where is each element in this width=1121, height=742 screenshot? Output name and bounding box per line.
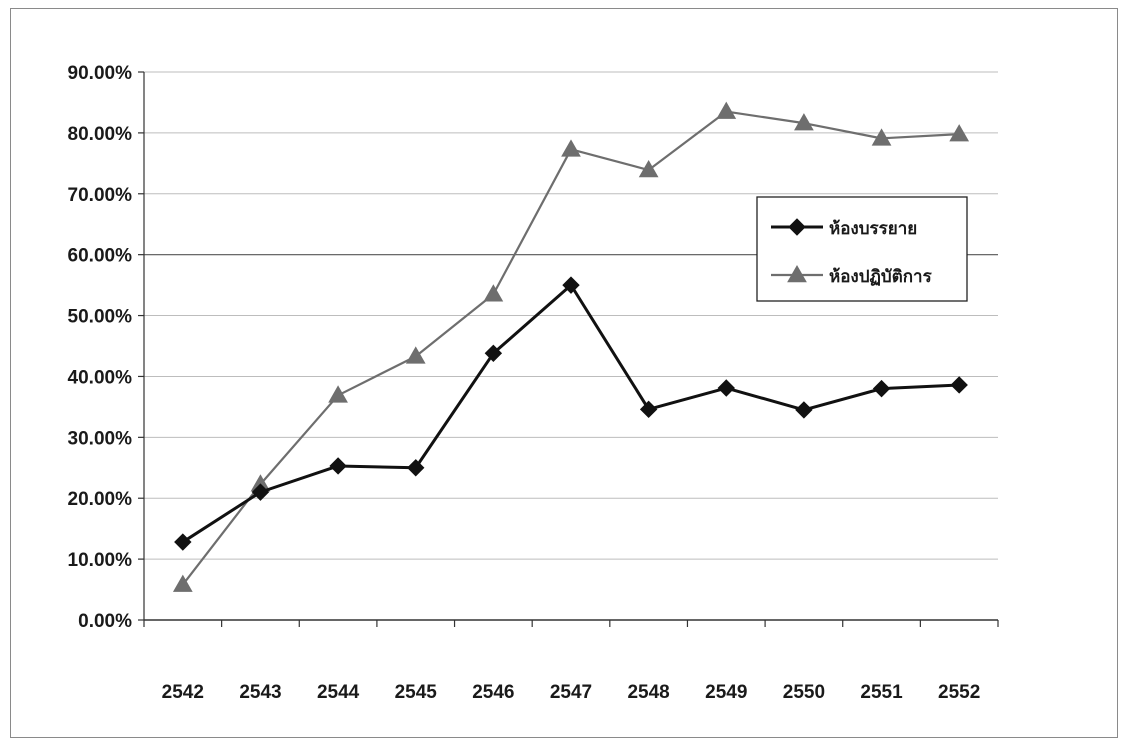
triangle-marker (794, 113, 814, 131)
series-line (182, 283, 960, 544)
diamond-marker (717, 379, 735, 397)
line-chart: 0.00% 10.00% 20.00% 30.00% 40.00% 50.00% 60.00… (68, 63, 999, 703)
legend-item: ห้องบรรยาย (771, 218, 917, 239)
y-tick-label: 50.00% (68, 307, 133, 328)
gridlines (144, 71, 998, 560)
y-tick-label: 70.00% (68, 185, 133, 206)
x-tick-label: 2547 (550, 682, 592, 703)
triangle-marker (172, 574, 193, 592)
diamond-marker (251, 483, 270, 501)
diamond-marker (484, 344, 503, 363)
legend-item: ห้องปฏิบัติการ (771, 264, 933, 287)
triangle-marker (561, 139, 581, 157)
series-lab-rooms (172, 101, 970, 592)
diamond-marker (639, 400, 658, 419)
triangle-marker (638, 160, 659, 178)
diamond-marker (872, 379, 891, 398)
y-tick-label: 10.00% (68, 550, 133, 571)
diamond-marker (329, 457, 347, 475)
y-axis-tick-labels: 0.00% 10.00% 20.00% 30.00% 40.00% 50.00% 60.00… (68, 63, 133, 632)
triangle-marker (787, 264, 807, 283)
triangle-marker (716, 101, 737, 119)
y-tick-label: 60.00% (68, 246, 133, 267)
x-tick-label: 2545 (395, 682, 438, 703)
x-tick-label: 2544 (317, 682, 360, 703)
x-tick-label: 2551 (860, 682, 903, 703)
triangle-marker (949, 124, 970, 142)
y-tick-label: 30.00% (68, 428, 133, 449)
y-tick-label: 40.00% (68, 367, 133, 388)
x-tick-label: 2552 (938, 682, 980, 703)
diamond-marker (174, 533, 192, 551)
x-tick-label: 2543 (239, 682, 281, 703)
axes (138, 71, 999, 627)
x-tick-label: 2542 (162, 682, 204, 703)
diamond-marker (788, 218, 806, 236)
legend-box (756, 196, 968, 302)
y-tick-label: 0.00% (78, 611, 132, 632)
x-tick-label: 2548 (627, 682, 669, 703)
diamond-marker (950, 376, 968, 394)
legend-label: ห้องบรรยาย (829, 219, 917, 239)
diamond-marker (562, 276, 580, 294)
x-tick-label: 2549 (705, 682, 747, 703)
triangle-marker (871, 128, 892, 146)
y-tick-label: 90.00% (68, 63, 133, 84)
series-lecture-rooms (174, 276, 968, 551)
diamond-marker (407, 459, 425, 477)
triangle-marker (405, 346, 426, 364)
legend-label: ห้องปฏิบัติการ (829, 267, 933, 287)
x-tick-label: 2550 (783, 682, 825, 703)
series-line (181, 110, 960, 586)
chart-frame: 0.00% 10.00% 20.00% 30.00% 40.00% 50.00% 60.00… (10, 8, 1118, 738)
series-group (172, 101, 970, 592)
triangle-marker (328, 385, 348, 403)
y-tick-label: 20.00% (68, 489, 133, 510)
diamond-marker (795, 401, 813, 419)
x-axis-tick-labels: 2542 2543 2544 2545 2546 2547 2548 2549 2550 2551… (162, 682, 981, 703)
y-tick-label: 80.00% (68, 124, 133, 145)
x-tick-label: 2546 (472, 682, 514, 703)
triangle-marker (483, 284, 504, 302)
